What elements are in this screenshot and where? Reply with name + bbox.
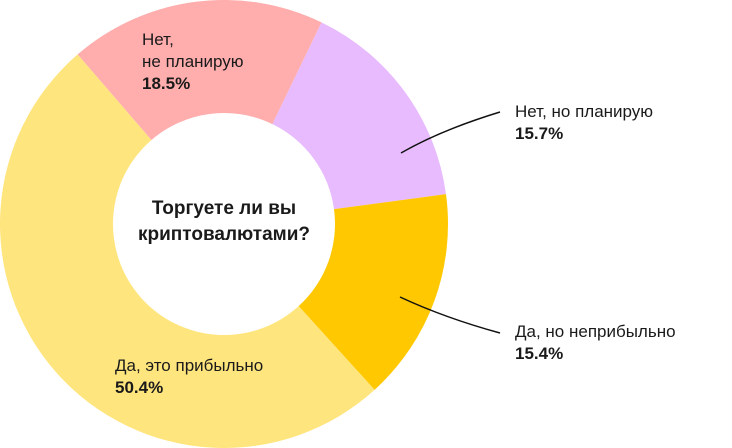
label-yes-unprofitable: Да, но неприбыльно 15.4% (515, 321, 676, 365)
donut-slice (0, 54, 375, 448)
slice-label: Да, это прибыльно (115, 356, 264, 375)
donut-slice (298, 194, 448, 390)
donut-slice (77, 0, 322, 140)
label-no-not-planning: Нет, не планирую 18.5% (142, 29, 244, 95)
slice-label-line: не планирую (142, 52, 244, 71)
leader-line (400, 111, 501, 154)
donut-slice (272, 22, 446, 210)
label-no-but-planning: Нет, но планирую 15.7% (515, 101, 653, 145)
slice-label: Нет, но планирую (515, 102, 654, 121)
slice-value: 18.5% (142, 74, 191, 93)
slice-value: 15.4% (515, 344, 564, 363)
leader-line (399, 296, 501, 334)
slice-value: 50.4% (115, 378, 164, 397)
slice-label: Да, но неприбыльно (515, 322, 676, 341)
slice-value: 15.7% (515, 124, 564, 143)
chart-title: Торгуете ли вы криптовалютами? (138, 198, 310, 245)
slice-label-line: Нет, (142, 30, 174, 49)
label-yes-profitable: Да, это прибыльно 50.4% (115, 355, 263, 399)
